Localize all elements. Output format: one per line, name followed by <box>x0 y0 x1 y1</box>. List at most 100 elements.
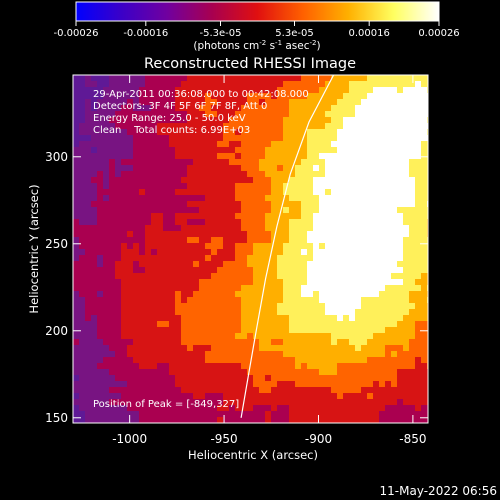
heatmap-pixel <box>235 303 242 310</box>
heatmap-pixel <box>421 93 428 100</box>
heatmap-pixel <box>349 333 356 340</box>
heatmap-pixel <box>139 201 146 208</box>
heatmap-pixel <box>223 99 230 106</box>
heatmap-pixel <box>265 159 272 166</box>
heatmap-pixel <box>337 153 344 160</box>
heatmap-pixel <box>73 381 80 388</box>
heatmap-pixel <box>115 153 122 160</box>
heatmap-pixel <box>373 75 380 82</box>
heatmap-pixel <box>109 87 116 94</box>
heatmap-pixel <box>199 405 206 412</box>
heatmap-pixel <box>325 87 332 94</box>
heatmap-pixel <box>199 99 206 106</box>
heatmap-pixel <box>301 333 308 340</box>
heatmap-pixel <box>367 387 374 394</box>
heatmap-pixel <box>397 381 404 388</box>
heatmap-pixel <box>223 171 230 178</box>
heatmap-pixel <box>313 321 320 328</box>
heatmap-pixel <box>253 297 260 304</box>
heatmap-pixel <box>307 369 314 376</box>
heatmap-pixel <box>247 105 254 112</box>
heatmap-pixel <box>133 105 140 112</box>
heatmap-pixel <box>349 213 356 220</box>
heatmap-pixel <box>367 87 374 94</box>
heatmap-pixel <box>409 267 416 274</box>
heatmap-pixel <box>325 309 332 316</box>
heatmap-pixel <box>235 225 242 232</box>
heatmap-pixel <box>121 135 128 142</box>
heatmap-pixel <box>415 129 422 136</box>
heatmap-pixel <box>385 183 392 190</box>
heatmap-pixel <box>385 201 392 208</box>
heatmap-pixel <box>223 327 230 334</box>
heatmap-pixel <box>349 369 356 376</box>
heatmap-pixel <box>91 315 98 322</box>
heatmap-pixel <box>253 177 260 184</box>
heatmap-pixel <box>103 381 110 388</box>
heatmap-pixel <box>109 135 116 142</box>
heatmap-pixel <box>91 87 98 94</box>
heatmap-pixel <box>79 105 86 112</box>
heatmap-pixel <box>409 357 416 364</box>
heatmap-pixel <box>271 135 278 142</box>
heatmap-pixel <box>355 297 362 304</box>
heatmap-pixel <box>103 411 110 418</box>
heatmap-pixel <box>115 297 122 304</box>
heatmap-pixel <box>415 231 422 238</box>
heatmap-pixel <box>391 183 398 190</box>
heatmap-pixel <box>145 135 152 142</box>
heatmap-pixel <box>295 87 302 94</box>
heatmap-pixel <box>133 225 140 232</box>
heatmap-pixel <box>85 183 92 190</box>
heatmap-pixel <box>121 369 128 376</box>
heatmap-pixel <box>409 129 416 136</box>
heatmap-pixel <box>151 411 158 418</box>
heatmap-pixel <box>121 285 128 292</box>
heatmap-pixel <box>103 387 110 394</box>
heatmap-pixel <box>145 201 152 208</box>
heatmap-pixel <box>187 339 194 346</box>
heatmap-pixel <box>157 75 164 82</box>
heatmap-pixel <box>217 111 224 118</box>
heatmap-pixel <box>397 273 404 280</box>
heatmap-pixel <box>421 351 428 358</box>
heatmap-pixel <box>301 183 308 190</box>
heatmap-pixel <box>127 387 134 394</box>
heatmap-pixel <box>235 171 242 178</box>
heatmap-pixel <box>199 387 206 394</box>
heatmap-pixel <box>121 291 128 298</box>
heatmap-pixel <box>391 153 398 160</box>
heatmap-pixel <box>199 195 206 202</box>
heatmap-pixel <box>277 201 284 208</box>
heatmap-pixel <box>223 411 230 418</box>
heatmap-pixel <box>403 357 410 364</box>
heatmap-pixel <box>373 333 380 340</box>
heatmap-pixel <box>307 363 314 370</box>
heatmap-pixel <box>127 111 134 118</box>
heatmap-pixel <box>115 399 122 406</box>
heatmap-pixel <box>361 165 368 172</box>
heatmap-pixel <box>337 285 344 292</box>
heatmap-pixel <box>253 219 260 226</box>
heatmap-pixel <box>181 387 188 394</box>
heatmap-pixel <box>397 291 404 298</box>
heatmap-pixel <box>361 237 368 244</box>
heatmap-pixel <box>97 117 104 124</box>
heatmap-pixel <box>193 243 200 250</box>
heatmap-pixel <box>277 345 284 352</box>
heatmap-pixel <box>187 87 194 94</box>
heatmap-pixel <box>127 93 134 100</box>
heatmap-pixel <box>391 393 398 400</box>
heatmap-pixel <box>301 99 308 106</box>
heatmap-pixel <box>193 339 200 346</box>
heatmap-pixel <box>415 249 422 256</box>
heatmap-pixel <box>385 87 392 94</box>
heatmap-pixel <box>97 75 104 82</box>
heatmap-pixel <box>181 105 188 112</box>
heatmap-pixel <box>109 219 116 226</box>
heatmap-pixel <box>397 189 404 196</box>
heatmap-pixel <box>73 357 80 364</box>
heatmap-pixel <box>253 99 260 106</box>
heatmap-pixel <box>85 405 92 412</box>
y-tick-label: 150 <box>45 411 68 425</box>
